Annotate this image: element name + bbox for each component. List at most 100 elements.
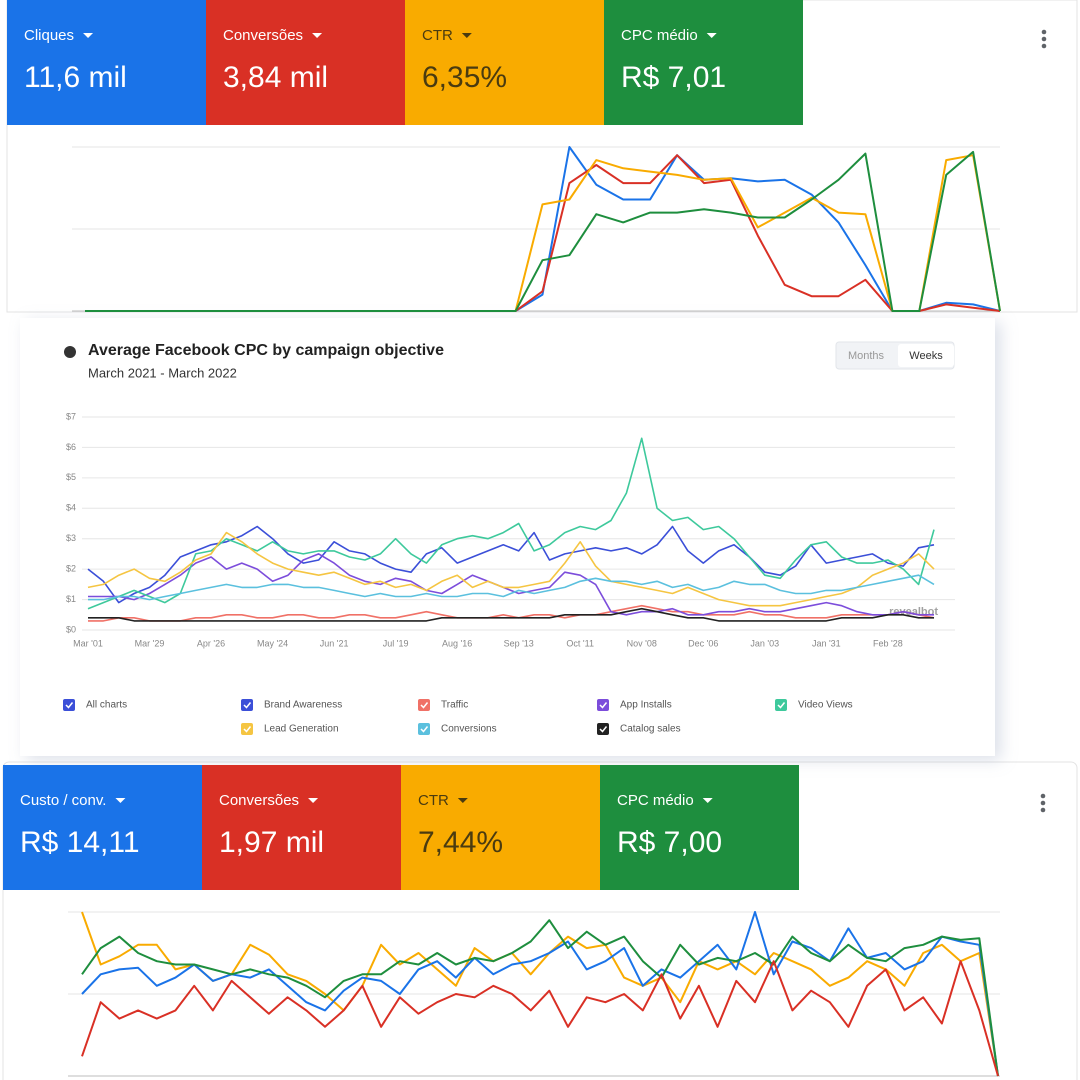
metric-label: CPC médio [617,792,694,809]
legend-checkbox[interactable] [241,699,253,711]
metric-value: R$ 14,11 [20,826,140,859]
legend-checkbox[interactable] [597,699,609,711]
legend-label: Brand Awareness [264,700,342,711]
dropdown-caret [115,798,126,803]
dot [1041,43,1047,49]
x-tick-label: Sep '13 [504,638,534,648]
metric-label: Custo / conv. [20,792,106,809]
metric-label: CTR [422,27,453,44]
y-tick-label: $5 [66,472,76,482]
y-tick-label: $1 [66,594,76,604]
metric-value: 6,35% [422,61,507,94]
dot [1040,793,1046,799]
check-mark [243,702,252,709]
y-tick-label: $6 [66,442,76,452]
legend-checkbox[interactable] [63,699,75,711]
x-tick-label: Dec '06 [688,638,718,648]
metric-card[interactable] [604,0,803,125]
x-tick-label: Aug '16 [442,638,472,648]
legend-checkbox[interactable] [241,723,253,735]
series-line [88,604,935,622]
y-tick-label: $2 [66,564,76,574]
series-line [87,437,935,610]
metric-value: 11,6 mil [24,61,127,94]
chart-title: Average Facebook CPC by campaign objecti… [88,342,444,359]
y-tick-label: $3 [66,533,76,543]
series-line [85,150,1001,312]
chart-subtitle: March 2021 - March 2022 [88,365,237,380]
metric-card[interactable] [7,0,206,125]
metric-value: R$ 7,01 [621,61,726,94]
check-mark [65,702,74,709]
dropdown-caret [706,33,717,38]
x-tick-label: Jan '31 [812,638,841,648]
legend-label: App Installs [620,700,672,711]
dropdown-caret [457,798,468,803]
legend-checkbox[interactable] [418,699,430,711]
series-line [87,531,935,607]
metric-value: 1,97 mil [219,826,324,859]
check-mark [777,702,786,709]
metric-value: 7,44% [418,826,503,859]
menu-top[interactable] [1041,29,1047,49]
series-line [88,574,935,601]
metric-card[interactable] [405,0,604,125]
metric-label: CTR [418,792,449,809]
check-mark [243,726,252,733]
dot [1040,807,1046,813]
series-line [88,553,934,616]
tab[interactable] [898,344,954,367]
dropdown-caret [83,33,94,38]
metric-label: Conversões [219,792,299,809]
legend-label: Catalog sales [620,724,681,735]
series-line [81,911,999,1077]
legend-label: Conversions [441,724,497,735]
check-mark [599,702,608,709]
series-line [81,911,999,1077]
dot [1041,36,1047,42]
metric-card[interactable] [202,765,401,890]
metric-value: R$ 7,00 [617,826,722,859]
metric-card[interactable] [206,0,405,125]
metric-value: 3,84 mil [223,61,328,94]
legend-label: Video Views [798,700,853,711]
metric-card[interactable] [600,765,799,890]
legend-label: All charts [86,700,127,711]
y-tick-label: $7 [66,411,76,421]
metric-label: Conversões [223,27,303,44]
series-line [88,607,934,622]
menu-bottom[interactable] [1040,793,1046,813]
y-tick-label: $4 [66,503,76,513]
check-mark [599,726,608,733]
legend-checkbox[interactable] [775,699,787,711]
facebook-panel [20,318,995,756]
dropdown-caret [702,798,713,803]
x-tick-label: May '24 [257,638,288,648]
series-line [81,960,999,1077]
tab-label: Months [848,350,885,362]
metric-label: CPC médio [621,27,698,44]
legend-checkbox[interactable] [418,723,430,735]
x-tick-label: Nov '08 [627,638,657,648]
x-tick-label: Oct '11 [566,638,594,648]
check-mark [420,702,429,709]
series-line [87,525,935,604]
dropdown-caret [461,33,472,38]
metric-card[interactable] [3,765,202,890]
series-line [81,919,999,1077]
facebook-icon [64,346,76,358]
legend-label: Traffic [441,700,468,711]
dropdown-caret [312,33,323,38]
x-tick-label: Jul '19 [383,638,409,648]
tab[interactable] [838,344,894,367]
metric-card[interactable] [401,765,600,890]
x-tick-label: Jan '03 [750,638,779,648]
dot [1040,800,1046,806]
legend-checkbox[interactable] [597,723,609,735]
x-tick-label: Mar '01 [73,638,103,648]
tab-label: Weeks [909,350,943,362]
metric-label: Cliques [24,27,74,44]
dot [1041,29,1047,35]
